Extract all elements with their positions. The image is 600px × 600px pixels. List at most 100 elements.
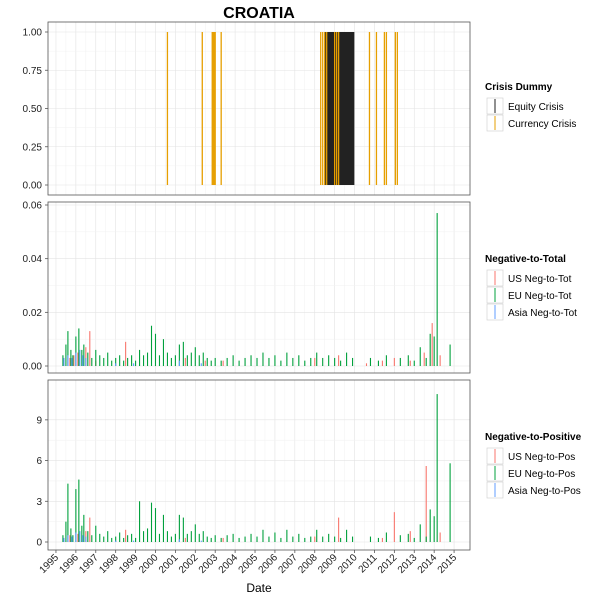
x-tick-label: 2000 — [137, 552, 161, 576]
bar — [338, 32, 341, 185]
bar — [214, 535, 216, 542]
bar — [65, 521, 67, 542]
series-group-crisis — [166, 32, 398, 185]
y-tick-label: 1.00 — [23, 28, 43, 39]
bar — [238, 360, 240, 366]
bar — [419, 347, 421, 366]
bar — [342, 32, 345, 185]
bar — [222, 537, 224, 542]
bar — [383, 32, 386, 185]
bar — [95, 349, 97, 366]
bar — [158, 355, 161, 366]
bar — [407, 355, 409, 366]
bar — [190, 352, 192, 366]
bar — [139, 349, 141, 366]
bar — [75, 352, 77, 366]
bar — [322, 536, 324, 542]
chart-title: CROATIA — [223, 5, 295, 22]
bar — [333, 32, 336, 185]
bar — [78, 328, 80, 366]
bar — [107, 352, 109, 366]
bar — [63, 357, 65, 366]
bar — [399, 535, 401, 542]
y-tick-label: 0.50 — [23, 104, 43, 115]
bar — [186, 533, 188, 542]
x-tick-label: 2014 — [416, 552, 440, 576]
x-tick-label: 2011 — [357, 552, 380, 575]
bar — [316, 529, 318, 542]
bar — [345, 32, 348, 185]
y-tick-label: 0.04 — [23, 254, 43, 265]
x-tick-label: 2012 — [376, 552, 400, 576]
legend-title: Negative-to-Total — [485, 254, 566, 265]
bar — [413, 360, 415, 366]
legend-label: EU Neg-to-Pos — [508, 469, 575, 480]
bar — [409, 360, 411, 366]
bar — [409, 531, 411, 542]
chart-panels: 0.00 0.25 0.50 0.75 1.00 0.00 0.02 0.04 0.06 0 3 6 9 — [23, 21, 471, 551]
bar — [87, 531, 89, 542]
bar — [381, 537, 383, 542]
bar — [375, 32, 378, 185]
bar — [146, 528, 149, 542]
bar — [449, 344, 451, 366]
x-tick-label: 1997 — [77, 552, 101, 576]
x-tick-label: 2002 — [177, 552, 201, 576]
bar — [83, 514, 85, 542]
bar — [344, 32, 347, 185]
bar — [292, 536, 294, 542]
y-tick-label: 0 — [36, 538, 42, 549]
bar — [335, 32, 338, 185]
bar — [368, 32, 371, 185]
bar — [336, 32, 339, 185]
bar — [119, 532, 121, 542]
bar — [127, 535, 129, 542]
bar — [340, 360, 342, 366]
bar — [256, 536, 258, 542]
bar — [85, 347, 87, 366]
bar — [433, 336, 435, 366]
x-tick-label: 2015 — [436, 552, 460, 576]
bar — [304, 537, 306, 542]
bar — [150, 325, 153, 366]
bar — [329, 32, 332, 185]
bar — [320, 32, 322, 185]
bar — [77, 533, 79, 542]
bar — [220, 32, 222, 185]
bar — [123, 360, 125, 366]
bar — [111, 537, 113, 542]
bar — [133, 363, 135, 366]
bar — [425, 357, 427, 366]
bar — [331, 32, 334, 185]
legend-label: Currency Crisis — [508, 119, 576, 130]
bar — [85, 536, 87, 542]
legend-neg_to_total: Negative-to-Total US Neg-to-Tot EU Neg-to-… — [485, 254, 577, 321]
bar — [133, 540, 135, 542]
bar — [119, 355, 121, 366]
bar — [170, 536, 172, 542]
bar — [385, 532, 387, 542]
bar — [142, 531, 145, 542]
bar — [346, 32, 349, 185]
bar — [103, 357, 105, 366]
bar — [75, 336, 77, 366]
bar — [125, 341, 127, 366]
bar — [125, 529, 127, 542]
bar — [63, 537, 65, 542]
x-tick-label: 2003 — [197, 552, 221, 576]
bar — [178, 344, 180, 366]
bar — [433, 516, 435, 542]
bar — [298, 533, 300, 542]
bar — [338, 517, 340, 542]
bar — [232, 355, 234, 366]
bar — [72, 535, 74, 542]
x-axis-title: Date — [246, 581, 272, 595]
bar — [210, 537, 212, 542]
bar — [262, 529, 264, 542]
bar — [365, 363, 368, 366]
bar — [184, 357, 186, 366]
x-tick-label: 2005 — [237, 552, 261, 576]
bar — [198, 533, 200, 542]
bar — [85, 357, 87, 366]
